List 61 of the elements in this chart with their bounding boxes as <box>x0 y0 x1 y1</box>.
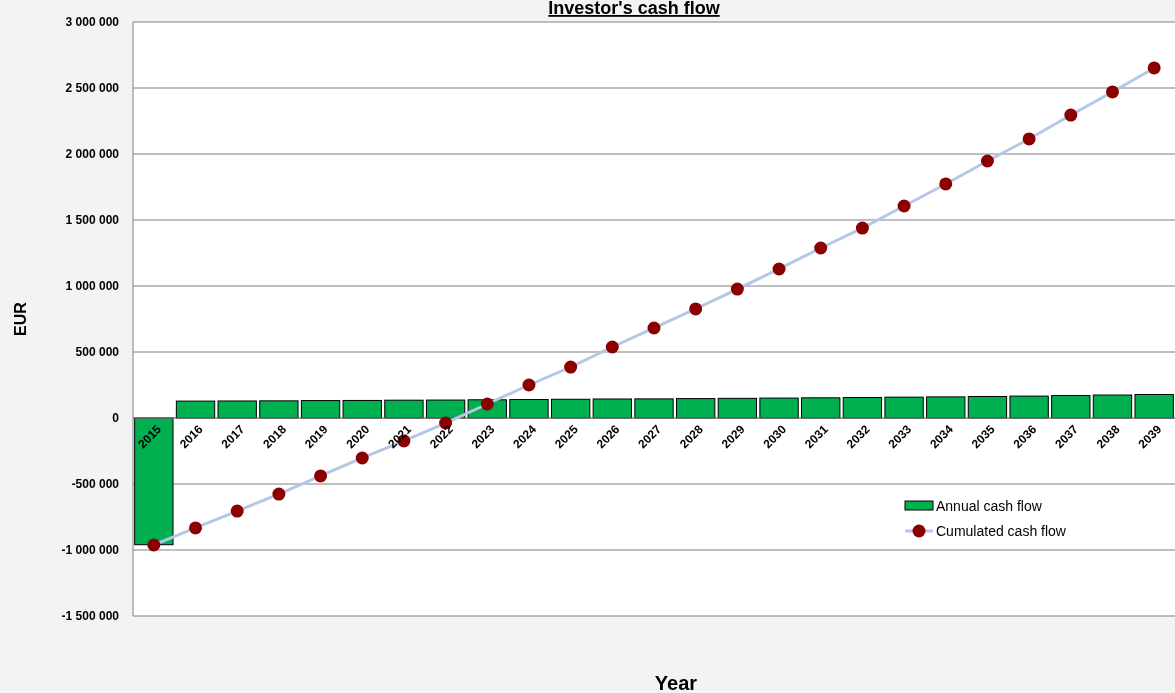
point <box>855 221 869 235</box>
point <box>939 177 953 191</box>
y-tick-label: 2 500 000 <box>65 81 120 95</box>
point <box>147 538 161 552</box>
point <box>814 241 828 255</box>
legend-label: Cumulated cash flow <box>936 523 1067 539</box>
y-tick-label: -1 500 000 <box>61 609 120 623</box>
x-axis-title: Year <box>654 672 698 693</box>
point <box>314 469 328 483</box>
chart-title: Investor's cash flow <box>548 0 721 18</box>
point <box>355 451 369 465</box>
point <box>1147 61 1161 75</box>
bar <box>634 398 674 419</box>
bar <box>1009 395 1049 419</box>
point <box>772 262 786 276</box>
bar <box>1051 395 1091 419</box>
bar <box>217 400 257 419</box>
bar <box>175 400 216 419</box>
y-tick-label: 0 <box>112 411 120 425</box>
point <box>980 154 994 168</box>
point <box>1105 85 1119 99</box>
bar <box>1092 394 1133 419</box>
point <box>605 340 619 354</box>
legend-label: Annual cash flow <box>936 498 1043 514</box>
y-axis-title: EUR <box>12 301 29 336</box>
bar <box>550 398 591 419</box>
point <box>1022 132 1036 146</box>
bar <box>509 399 549 419</box>
bar <box>759 397 799 419</box>
bar <box>801 397 841 419</box>
y-tick-label: 1 500 000 <box>65 213 120 227</box>
point <box>230 504 244 518</box>
bar <box>300 400 341 419</box>
bar <box>676 398 716 419</box>
y-tick-label: 500 000 <box>75 345 120 359</box>
bar <box>384 399 424 419</box>
bar <box>884 396 924 419</box>
point <box>564 360 578 374</box>
bar <box>134 417 174 546</box>
point <box>897 199 911 213</box>
bar <box>259 400 299 419</box>
point <box>522 378 536 392</box>
bar <box>1134 394 1174 419</box>
bar <box>842 397 883 419</box>
point <box>647 321 661 335</box>
bar <box>717 397 758 419</box>
point <box>689 302 703 316</box>
bar <box>926 396 966 419</box>
point <box>730 282 744 296</box>
y-tick-label: -500 000 <box>71 477 120 491</box>
bar <box>425 399 466 419</box>
bar <box>967 395 1008 419</box>
y-tick-label: 1 000 000 <box>65 279 120 293</box>
point <box>189 521 203 535</box>
point <box>1064 108 1078 122</box>
bar <box>342 399 382 419</box>
y-tick-label: 2 000 000 <box>65 147 120 161</box>
y-tick-label: 3 000 000 <box>65 15 120 29</box>
y-tick-label: -1 000 000 <box>61 543 120 557</box>
point <box>272 487 286 501</box>
bar <box>592 398 632 419</box>
